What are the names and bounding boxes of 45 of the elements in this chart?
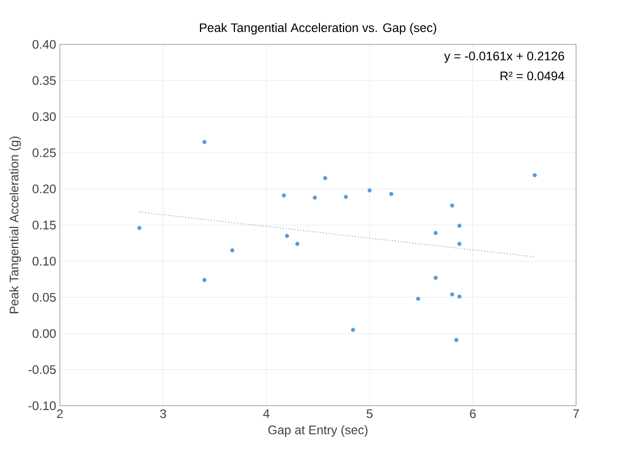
point [351,328,356,332]
y-tick-label: 0.30 [32,112,56,121]
annotation: y = -0.0161x + 0.2126 [444,52,564,63]
point [457,242,462,246]
y-tick-label: -0.10 [28,401,56,410]
point [295,242,300,246]
point [202,140,206,144]
point [368,188,372,192]
point [434,276,438,280]
y-tick-label: 0.25 [32,148,56,158]
point [284,234,290,238]
y-axis-title: Peak Tangential Acceleration (g) [9,136,21,314]
point [282,193,286,198]
x-tick-label: 6 [470,409,476,418]
point [450,292,454,296]
x-tick-label: 4 [263,409,270,418]
point [312,195,317,200]
point [454,338,458,342]
y-tick-label: 0.40 [32,40,56,49]
point [450,203,454,208]
x-tick-label: 7 [573,409,579,418]
point [457,224,462,228]
y-tick-label: -0.05 [28,365,56,374]
y-tick-label: 0.20 [32,184,56,194]
x-tick-label: 2 [57,409,63,418]
y-tick-label: 0.35 [32,76,56,85]
y-tick-label: 0.15 [32,220,56,230]
chart-title: Peak Tangential Acceleration vs. Gap (sec) [200,22,436,34]
point [202,278,206,282]
point [532,172,537,178]
point [389,192,394,196]
point [434,230,438,235]
point [230,248,234,252]
point [137,226,142,230]
annotation: R² = 0.0494 [500,71,564,80]
y-tick-label: 0.05 [32,292,56,302]
x-tick-label: 5 [366,409,373,418]
y-tick-label: 0.00 [32,328,56,338]
point [323,176,328,180]
point [344,194,348,199]
y-tick-label: 0.10 [32,256,56,266]
x-axis-title: Gap at Entry (sec) [268,425,368,437]
point [457,294,462,299]
x-tick-label: 3 [160,409,166,418]
point [416,296,420,301]
